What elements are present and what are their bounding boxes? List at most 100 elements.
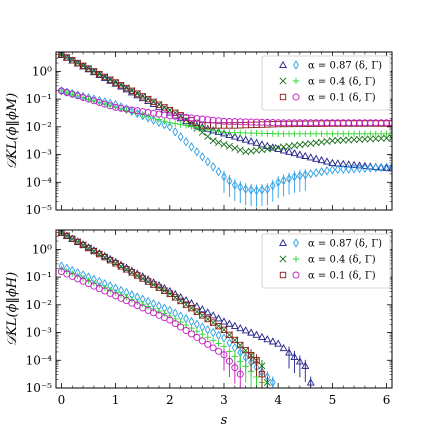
data-point bbox=[204, 325, 211, 335]
data-point bbox=[171, 289, 180, 298]
legend-label: α = 0.1 (δ, Γ) bbox=[308, 271, 376, 282]
data-point bbox=[166, 119, 174, 126]
data-point bbox=[377, 130, 385, 137]
data-point bbox=[95, 70, 104, 78]
data-point bbox=[355, 161, 364, 169]
data-point bbox=[242, 118, 250, 126]
data-point bbox=[344, 160, 353, 168]
data-point bbox=[150, 305, 157, 313]
data-point bbox=[220, 129, 228, 137]
data-point bbox=[188, 304, 195, 312]
data-point bbox=[193, 319, 200, 329]
data-point bbox=[188, 324, 195, 332]
data-point bbox=[268, 337, 277, 345]
legend-label: α = 0.87 (δ, Γ) bbox=[308, 61, 382, 72]
y-tick-label: 10⁻² bbox=[26, 298, 53, 312]
data-point bbox=[150, 98, 158, 106]
data-point bbox=[128, 106, 136, 114]
legend-marker bbox=[292, 255, 300, 263]
data-point bbox=[166, 106, 174, 114]
data-point bbox=[225, 319, 234, 327]
data-point bbox=[372, 119, 380, 127]
data-point bbox=[122, 84, 130, 92]
data-point bbox=[372, 135, 380, 143]
data-point bbox=[312, 119, 320, 127]
data-point bbox=[274, 339, 283, 347]
data-point bbox=[307, 119, 315, 127]
data-point bbox=[204, 315, 211, 323]
data-point bbox=[193, 327, 201, 335]
data-point bbox=[123, 293, 130, 301]
data-point bbox=[209, 116, 217, 124]
y-tick-label: 10⁻⁴ bbox=[26, 353, 53, 367]
data-point bbox=[220, 117, 228, 125]
data-point bbox=[68, 235, 76, 243]
data-point bbox=[339, 159, 348, 167]
data-point bbox=[95, 250, 103, 258]
data-point bbox=[313, 168, 320, 178]
data-point bbox=[340, 164, 347, 174]
data-point bbox=[258, 118, 266, 126]
data-point bbox=[214, 314, 223, 322]
data-point bbox=[187, 114, 195, 122]
x-tick-label: 4 bbox=[274, 393, 282, 407]
data-point bbox=[361, 119, 369, 127]
data-point bbox=[177, 132, 184, 142]
data-point bbox=[323, 157, 331, 165]
data-point bbox=[345, 119, 353, 127]
data-point bbox=[193, 115, 201, 123]
data-point bbox=[351, 164, 357, 174]
y-tick-label: 10⁻¹ bbox=[26, 270, 52, 284]
data-point bbox=[198, 311, 206, 319]
data-point bbox=[89, 67, 98, 76]
data-point bbox=[209, 337, 217, 344]
data-point bbox=[79, 62, 87, 70]
top-y-axis-label: 𝒟KL(ϕ‖ϕM) bbox=[5, 93, 20, 169]
data-point bbox=[128, 296, 136, 303]
data-point bbox=[306, 153, 315, 161]
data-point bbox=[198, 128, 206, 136]
series-bottom-x bbox=[57, 230, 271, 388]
data-point bbox=[79, 94, 87, 101]
data-point bbox=[63, 89, 71, 96]
data-point bbox=[172, 120, 179, 127]
data-point bbox=[236, 118, 244, 126]
data-point bbox=[307, 169, 314, 179]
data-point bbox=[372, 130, 379, 137]
bottom-legend-box bbox=[261, 233, 391, 289]
data-point bbox=[230, 132, 239, 140]
data-point bbox=[383, 119, 391, 127]
data-point bbox=[176, 292, 185, 301]
data-point bbox=[204, 126, 211, 133]
data-point bbox=[225, 130, 234, 138]
data-point bbox=[241, 135, 250, 143]
data-point bbox=[383, 162, 390, 172]
data-point bbox=[285, 130, 293, 137]
data-point bbox=[215, 340, 222, 347]
data-point bbox=[188, 316, 195, 327]
data-point bbox=[345, 130, 352, 137]
data-point bbox=[225, 142, 233, 150]
data-point bbox=[301, 119, 309, 127]
x-tick-label: 5 bbox=[329, 393, 337, 407]
data-point bbox=[139, 274, 147, 283]
y-tick-label: 10⁻³ bbox=[26, 148, 53, 162]
data-point bbox=[334, 164, 341, 175]
data-point bbox=[247, 118, 255, 126]
data-point bbox=[231, 336, 239, 344]
data-point bbox=[198, 305, 207, 313]
series-bottom-circle bbox=[57, 268, 244, 388]
data-point bbox=[166, 316, 174, 324]
legend-label: α = 0.1 (δ, Γ) bbox=[308, 93, 376, 104]
data-point bbox=[360, 161, 369, 169]
data-point bbox=[177, 311, 184, 321]
data-point bbox=[274, 130, 282, 137]
data-point bbox=[101, 100, 108, 108]
data-point bbox=[215, 323, 222, 330]
legend-marker bbox=[292, 271, 300, 279]
legend-marker bbox=[279, 271, 287, 279]
data-point bbox=[324, 166, 330, 176]
data-point bbox=[199, 312, 206, 319]
data-point bbox=[63, 87, 70, 97]
